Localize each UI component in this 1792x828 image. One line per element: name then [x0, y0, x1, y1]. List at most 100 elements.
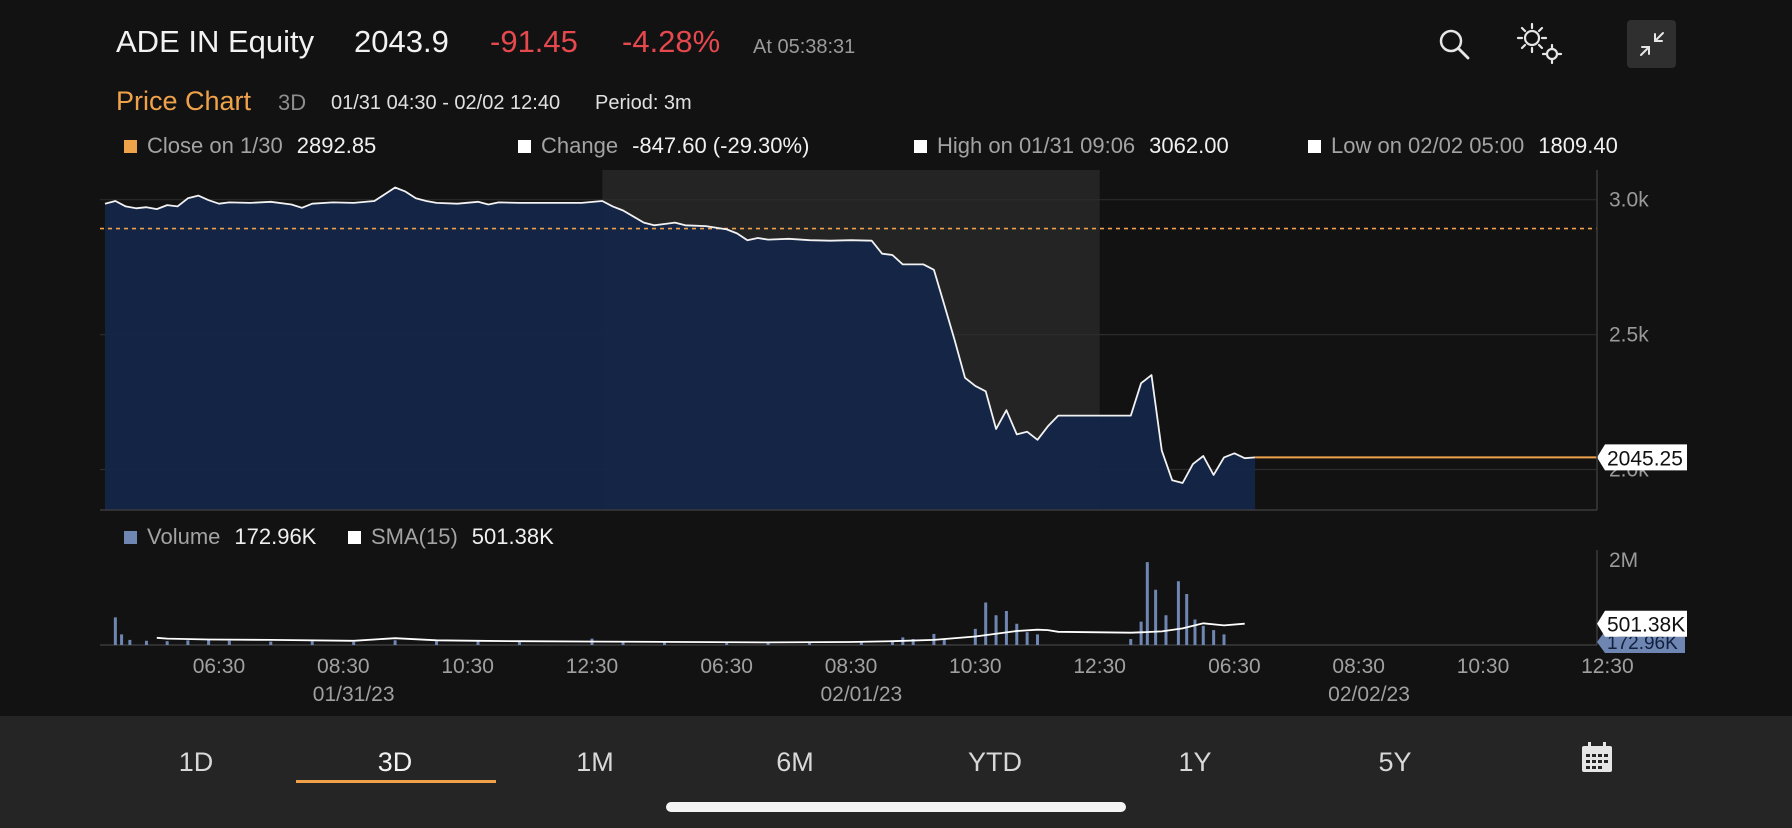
- tab-1m[interactable]: 1M: [576, 747, 614, 777]
- period-label: Period: 3m: [595, 92, 692, 114]
- price-y-tick: 3.0k: [1609, 189, 1649, 212]
- volume-bar: [435, 641, 439, 645]
- price-volume-chart[interactable]: 3.0k2.5k2.0k2045.252M172.96K501.38K06:30…: [0, 160, 1792, 715]
- legend-swatch: [914, 139, 927, 153]
- volume-bar: [1025, 632, 1029, 645]
- x-tick-label: 12:30: [1581, 655, 1634, 678]
- volume-bar: [1154, 589, 1158, 645]
- legend-value: 1809.40: [1538, 133, 1618, 158]
- legend-label: Volume: [147, 524, 221, 549]
- tab-1d[interactable]: 1D: [178, 747, 214, 777]
- range-tag: 3D: [278, 90, 307, 115]
- date-label: 01/31/23: [313, 683, 395, 706]
- legend-high: High on 01/31 09:06 3062.00: [914, 133, 1229, 159]
- x-tick-label: 06:30: [1208, 655, 1261, 678]
- legend-value: 172.96K: [234, 524, 317, 549]
- volume-bar: [766, 642, 770, 645]
- volume-bar: [120, 634, 124, 645]
- legend-value: -847.60 (-29.30%): [632, 133, 810, 158]
- volume-bar: [1004, 611, 1008, 645]
- volume-bar: [476, 641, 480, 645]
- x-tick-label: 12:30: [1073, 655, 1126, 678]
- volume-bar: [1036, 634, 1039, 645]
- volume-bar: [994, 615, 998, 645]
- calendar-icon: [1582, 742, 1612, 772]
- legend-label: Low on 02/02 05:00: [1331, 133, 1525, 158]
- volume-bar: [1139, 621, 1143, 645]
- home-indicator: [666, 802, 1126, 812]
- legend-label: Change: [541, 133, 619, 158]
- last-sma-tag: [1597, 610, 1687, 637]
- search-button[interactable]: [1432, 22, 1476, 66]
- sma-line: [156, 622, 1245, 644]
- volume-bar: [269, 641, 273, 645]
- calendar-button[interactable]: [1572, 732, 1622, 782]
- volume-bar: [1201, 625, 1205, 645]
- x-tick-label: 08:30: [317, 655, 370, 678]
- tab-1y[interactable]: 1Y: [1178, 747, 1212, 777]
- volume-bar: [984, 602, 988, 645]
- price-line: [104, 186, 1256, 484]
- volume-bar: [725, 642, 729, 645]
- legend-sma: SMA(15) 501.38K: [348, 524, 554, 550]
- legend-label: SMA(15): [371, 524, 458, 549]
- volume-bar: [144, 640, 148, 645]
- chart-title: Price Chart: [116, 86, 252, 116]
- tab-5y[interactable]: 5Y: [1378, 747, 1412, 777]
- legend-swatch: [124, 530, 137, 544]
- volume-bar: [517, 642, 521, 645]
- price-change: -91.45: [490, 24, 578, 59]
- volume-bar: [911, 639, 915, 645]
- volume-bar: [859, 641, 863, 645]
- x-tick-label: 06:30: [193, 655, 246, 678]
- x-tick-label: 10:30: [949, 655, 1002, 678]
- x-tick-label: 12:30: [566, 655, 619, 678]
- volume-bar: [890, 640, 894, 645]
- legend-change: Change -847.60 (-29.30%): [518, 133, 809, 159]
- legend-swatch: [348, 530, 361, 544]
- volume-bar: [113, 617, 117, 645]
- legend-swatch: [124, 139, 137, 153]
- volume-bar: [1129, 639, 1133, 645]
- collapse-button[interactable]: [1627, 20, 1676, 68]
- collapse-icon: [1639, 32, 1664, 56]
- volume-bar: [808, 642, 812, 645]
- active-tab-indicator: [296, 780, 496, 783]
- legend-low: Low on 02/02 05:00 1809.40: [1308, 133, 1618, 159]
- volume-bar: [1222, 634, 1226, 645]
- tab-6m[interactable]: 6M: [776, 747, 814, 777]
- price-change-percent: -4.28%: [622, 24, 721, 59]
- volume-bar: [1185, 594, 1189, 645]
- date-span: 01/31 04:30 - 02/02 12:40: [331, 92, 561, 114]
- last-volume-label: 172.96K: [1607, 633, 1678, 654]
- volume-bar: [352, 642, 356, 645]
- legend-value: 501.38K: [471, 524, 554, 549]
- last-price-tag: [1597, 444, 1687, 471]
- x-tick-label: 10:30: [1457, 655, 1510, 678]
- volume-bar: [165, 641, 169, 645]
- search-icon: [1439, 29, 1470, 60]
- quote-time: At 05:38:31: [753, 36, 856, 58]
- last-sma-label: 501.38K: [1607, 614, 1685, 637]
- volume-bar: [227, 640, 231, 645]
- date-label: 02/02/23: [1328, 683, 1410, 706]
- tab-ytd[interactable]: YTD: [968, 747, 1022, 777]
- volume-bar: [1145, 562, 1149, 645]
- legend-value: 2892.85: [296, 133, 377, 158]
- volume-bar: [1176, 581, 1180, 645]
- legend-swatch: [1308, 139, 1321, 153]
- last-price-label: 2045.25: [1607, 447, 1683, 470]
- volume-bar: [621, 641, 625, 645]
- legend-label: Close on 1/30: [147, 133, 283, 158]
- x-tick-label: 10:30: [441, 655, 494, 678]
- gears-icon: [1516, 22, 1563, 65]
- volume-y-tick: 2M: [1609, 549, 1638, 572]
- tab-3d[interactable]: 3D: [377, 747, 413, 777]
- legend-volume: Volume 172.96K: [124, 524, 316, 550]
- settings-button[interactable]: [1514, 20, 1566, 68]
- price-area: [105, 187, 1256, 510]
- volume-bar: [207, 639, 211, 645]
- volume-bar: [310, 641, 314, 645]
- x-tick-label: 08:30: [825, 655, 878, 678]
- volume-bar: [663, 642, 666, 645]
